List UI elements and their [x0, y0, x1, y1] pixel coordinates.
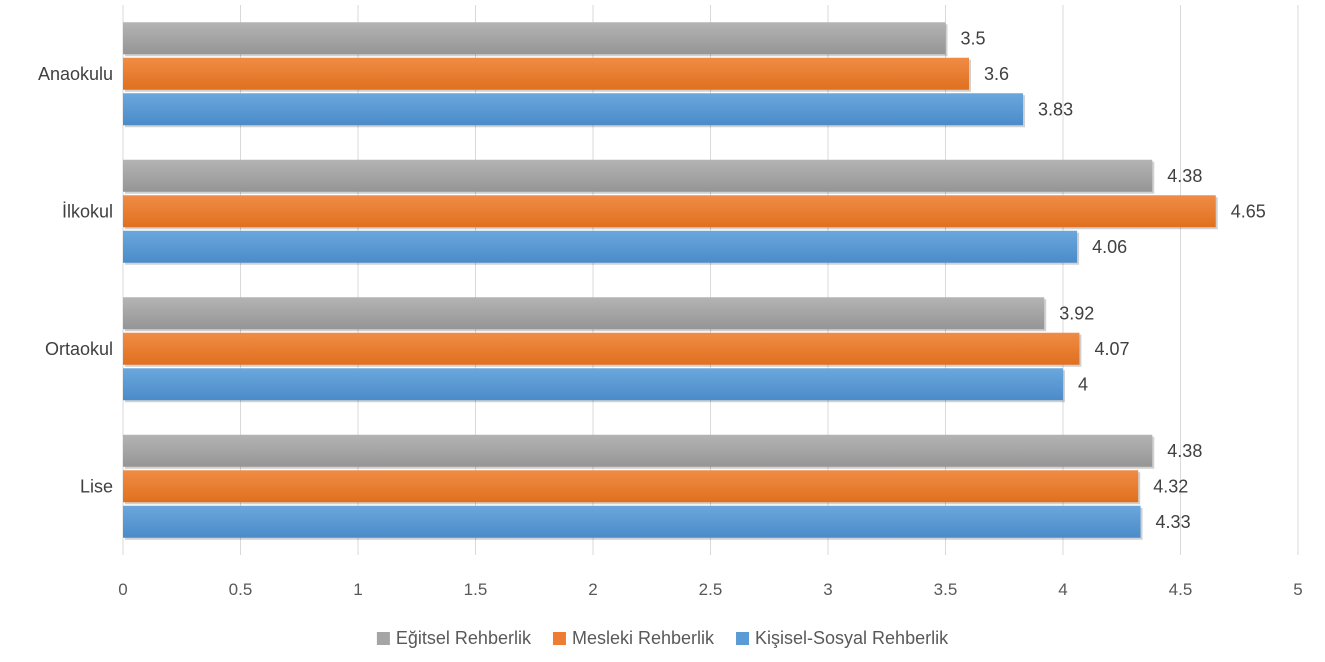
x-tick-label: 2.5 — [699, 580, 723, 599]
bar — [123, 505, 1141, 538]
bar — [123, 297, 1045, 330]
data-label: 4.32 — [1153, 476, 1188, 496]
x-tick-label: 5 — [1293, 580, 1302, 599]
x-tick-label: 3.5 — [934, 580, 958, 599]
data-label: 4.33 — [1156, 512, 1191, 532]
bar — [123, 195, 1216, 228]
legend-label: Kişisel-Sosyal Rehberlik — [755, 628, 949, 648]
category-label: İlkokul — [62, 201, 113, 221]
x-tick-label: 1.5 — [464, 580, 488, 599]
data-label: 4.65 — [1231, 201, 1266, 221]
data-label: 4.38 — [1167, 166, 1202, 186]
bar — [123, 22, 946, 55]
x-tick-label: 3 — [823, 580, 832, 599]
x-tick-label: 0 — [118, 580, 127, 599]
data-labels: 3.5 3.6 3.83 4.38 4.65 4.06 3.924.07 4 4.38 4.32 4… — [961, 28, 1266, 532]
category-label: Anaokulu — [38, 64, 113, 84]
bar — [123, 159, 1153, 192]
legend-swatch — [552, 632, 566, 645]
data-label: 4.06 — [1092, 237, 1127, 257]
data-label: 4 — [1078, 374, 1088, 394]
data-label: 4.07 — [1094, 339, 1129, 359]
bar — [123, 93, 1024, 126]
legend-label: Eğitsel Rehberlik — [396, 628, 532, 648]
category-label: Ortaokul — [45, 339, 113, 359]
data-label: 4.38 — [1167, 441, 1202, 461]
legend-swatch — [376, 632, 390, 645]
legend-label: Mesleki Rehberlik — [572, 628, 715, 648]
x-tick-label: 1 — [353, 580, 362, 599]
category-label: Lise — [80, 476, 113, 496]
x-tick-label: 2 — [588, 580, 597, 599]
data-label: 3.92 — [1059, 303, 1094, 323]
axes: 0 0.5 1 1.5 2 2.5 3 3.5 4 4.5 5 Anaokulu İlkokul Orta… — [38, 64, 1303, 599]
bar — [123, 434, 1153, 467]
bars — [123, 22, 1218, 540]
bar — [123, 57, 969, 90]
bar — [123, 230, 1078, 263]
bar — [123, 368, 1063, 401]
data-label: 3.83 — [1038, 99, 1073, 119]
bar — [123, 332, 1080, 365]
bar — [123, 470, 1139, 503]
data-label: 3.6 — [984, 64, 1009, 84]
x-tick-label: 4.5 — [1169, 580, 1193, 599]
x-tick-label: 4 — [1058, 580, 1067, 599]
legend: Eğitsel Rehberlik Mesleki Rehberlik Kişise… — [376, 628, 949, 648]
data-label: 3.5 — [961, 28, 986, 48]
x-tick-label: 0.5 — [229, 580, 253, 599]
legend-swatch — [736, 632, 750, 645]
